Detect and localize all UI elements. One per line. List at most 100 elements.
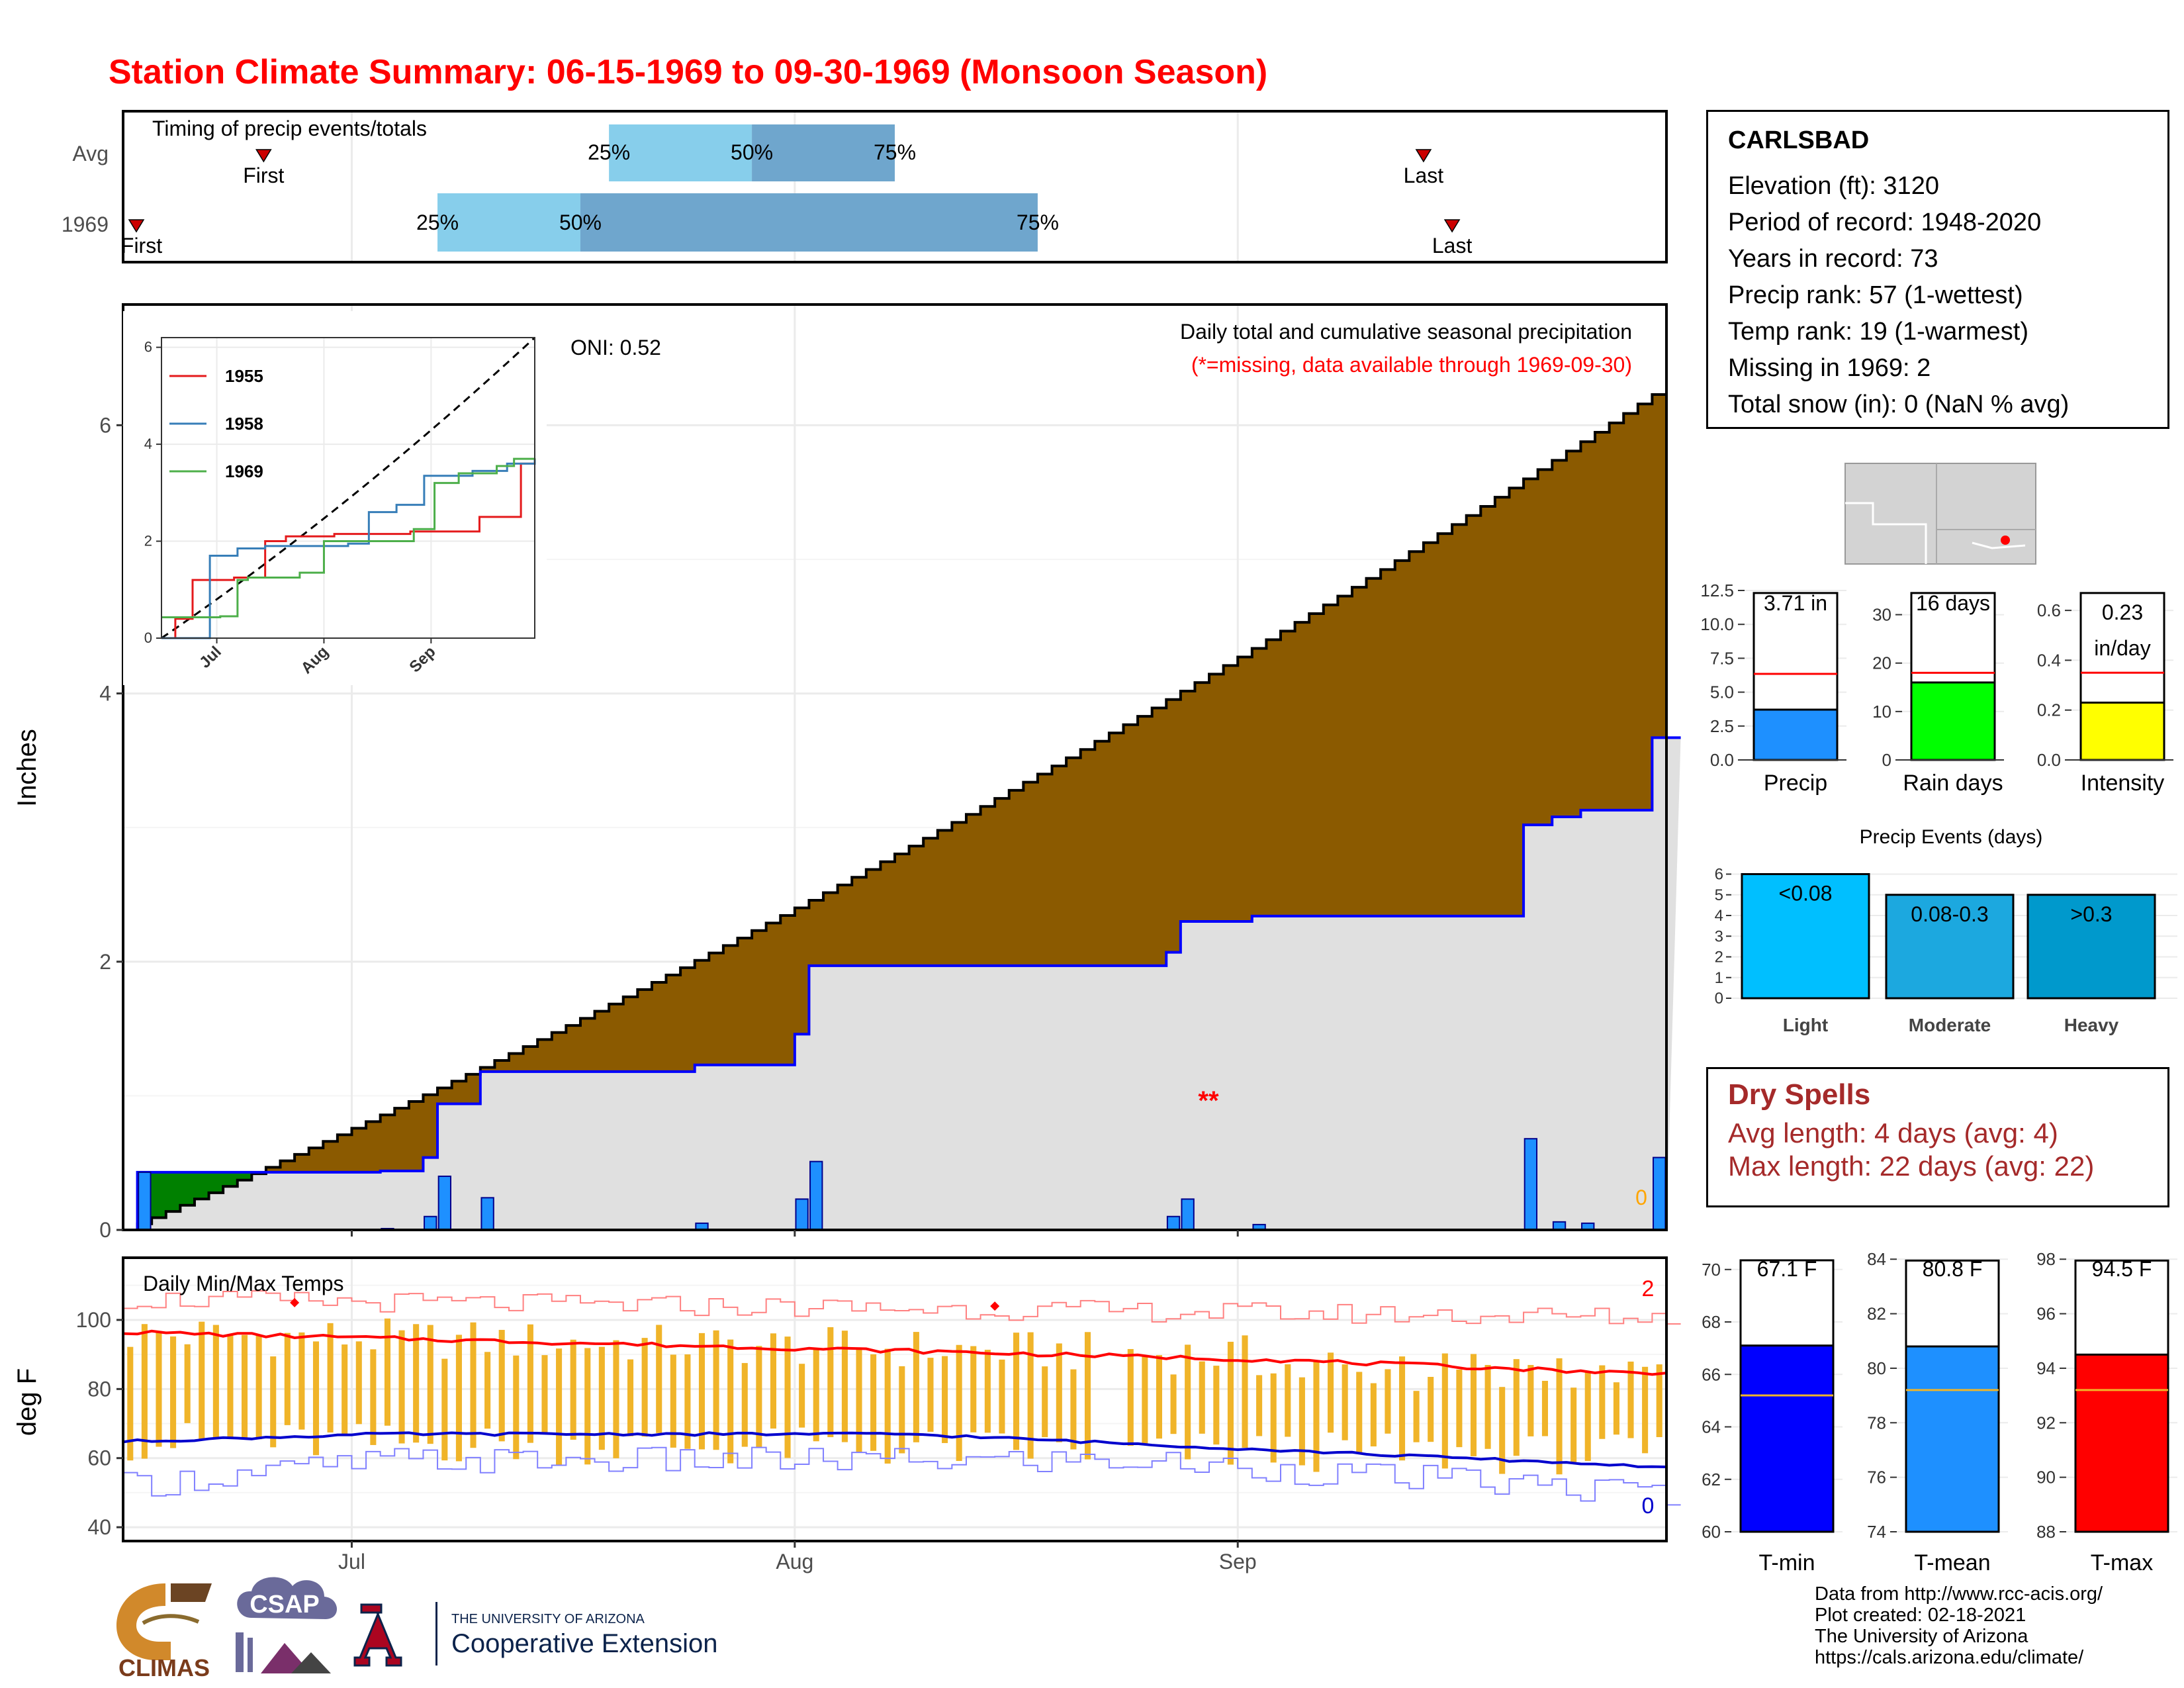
mini-bar-ytick-label: 10.0 (1700, 614, 1734, 634)
mini-bar-ytick-label: 5.0 (1710, 682, 1734, 702)
average-high-line (122, 1329, 1667, 1376)
mini-bar-category-label: Rain days (1903, 771, 2003, 796)
dry-spells-avg: Avg length: 4 days (avg: 4) (1728, 1117, 2058, 1149)
temp-bar-ytick-label: 62 (1702, 1470, 1721, 1489)
daily-temp-range-bar (1070, 1369, 1077, 1450)
daily-temp-range-bar (1056, 1343, 1062, 1442)
timing-q75-label: 75% (1017, 211, 1059, 234)
events-bar-heavy (2026, 894, 2156, 1000)
timing-q50-label: 50% (559, 211, 602, 234)
daily-temp-range-bar (127, 1346, 134, 1461)
oni-label: ONI: 0.52 (570, 336, 661, 359)
daily-precip-bar (795, 1198, 809, 1231)
timing-last-marker (1415, 149, 1432, 163)
inset-line-1955 (161, 459, 536, 639)
record-high-marker (290, 1297, 300, 1307)
average-low-line (122, 1431, 1667, 1468)
precip-ytick-label: 6 (99, 413, 111, 437)
mini-bar-value-unit: in/day (2094, 636, 2150, 660)
temp-bar-ytick-label: 88 (2036, 1522, 2056, 1542)
timing-q25-q50-bar (609, 124, 752, 181)
timing-first-marker (255, 149, 272, 163)
daily-temp-range-bar (1242, 1335, 1248, 1448)
average-cumulative-line (123, 393, 1666, 1231)
station-snow: Total snow (in): 0 (NaN % avg) (1728, 391, 2070, 418)
mini-bar-ytick-label: 0.6 (2037, 600, 2061, 620)
daily-temp-range-bar (984, 1350, 991, 1433)
temp-bar-value (1739, 1344, 1835, 1533)
daily-temp-range-bar (999, 1359, 1005, 1434)
mini-bar-value (1910, 681, 1996, 761)
temp-ytick-label: 80 (87, 1377, 111, 1401)
daily-temp-range-bar (741, 1363, 748, 1447)
daily-temp-range-bar (455, 1335, 462, 1462)
temp-panel: Daily Min/Max Temps deg F 2 0 406080100 … (13, 1256, 1681, 1573)
daily-temp-range-bar (598, 1346, 605, 1450)
daily-temp-range-bar (784, 1336, 791, 1458)
events-category-label: Light (1783, 1015, 1828, 1035)
daily-temp-range-bar (1470, 1354, 1477, 1456)
credit-source: Data from http://www.rcc-acis.org/ (1815, 1583, 2103, 1605)
record-high-line (123, 1290, 1681, 1325)
inset-average-line (161, 336, 536, 639)
timing-last-marker (1443, 219, 1461, 233)
daily-temp-range-bar (641, 1338, 648, 1437)
daily-temp-range-bar (284, 1333, 291, 1425)
daily-temp-range-bar (1456, 1369, 1463, 1448)
daily-temp-range-bar (1356, 1372, 1363, 1453)
events-category-label: Heavy (2064, 1015, 2119, 1035)
daily-temp-range-bar (913, 1332, 919, 1442)
mini-bar-category-label: Precip (1764, 771, 1827, 796)
timing-row-label-1969: 1969 (62, 212, 109, 236)
temp-bar-ytick-label: 64 (1702, 1417, 1721, 1437)
temp-bar-ytick-label: 70 (1702, 1260, 1721, 1280)
daily-temp-range-bar (1013, 1333, 1020, 1450)
daily-precip-bar (1181, 1198, 1195, 1231)
events-bar-label: 0.08-0.3 (1911, 902, 1988, 926)
daily-temp-range-bar (1370, 1383, 1377, 1447)
events-ytick-label: 3 (1715, 927, 1723, 945)
temp-bar-ytick-label: 74 (1867, 1522, 1886, 1542)
daily-temp-range-bar (1313, 1362, 1320, 1472)
inset-line-1969 (161, 457, 536, 619)
mini-bar-ytick-label: 20 (1872, 653, 1891, 673)
daily-temp-range-bar (670, 1354, 676, 1448)
mini-bar-value (2079, 701, 2165, 761)
inset-ytick-label: 2 (144, 533, 152, 549)
inset-line-1958 (161, 459, 536, 639)
daily-temp-range-bar (1399, 1356, 1406, 1461)
inset-ytick-label: 4 (144, 436, 152, 452)
credit-created: Plot created: 02-18-2021 (1815, 1605, 2026, 1626)
temp-ytick-label: 100 (76, 1308, 111, 1332)
record-high-count: 2 (1642, 1276, 1655, 1301)
daily-temp-range-bar (141, 1324, 148, 1459)
mini-bar-ytick-label: 12.5 (1700, 581, 1734, 600)
temp-bar-value-label: 80.8 F (1923, 1257, 1983, 1281)
csap-logo-text: CSAP (250, 1591, 320, 1618)
daily-temp-range-bar (1627, 1361, 1634, 1438)
mini-bar-ytick-label: 30 (1872, 605, 1891, 625)
temp-xtick-label: Aug (776, 1550, 813, 1573)
mini-bar-category-label: Intensity (2081, 771, 2165, 796)
daily-temp-range-bar (1513, 1359, 1520, 1456)
timing-panel: 25% 50% 75% First Last 25% 50% 75% First Last Tim… (62, 110, 1668, 263)
daily-temp-range-bar (1441, 1353, 1448, 1469)
daily-temp-range-bar (727, 1339, 734, 1464)
daily-temp-range-bar (170, 1336, 177, 1448)
dry-spells-max: Max length: 22 days (avg: 22) (1728, 1150, 2095, 1182)
temp-bar-ytick-label: 98 (2036, 1249, 2056, 1269)
daily-temp-range-bar (355, 1341, 362, 1425)
daily-temp-range-bar (498, 1330, 505, 1442)
daily-temp-range-bar (870, 1354, 877, 1451)
events-bar-label: <0.08 (1779, 882, 1833, 906)
daily-temp-range-bar (1285, 1364, 1291, 1437)
daily-precip-bar (480, 1197, 494, 1231)
daily-temp-range-bar (841, 1331, 848, 1442)
credit-university: The University of Arizona (1815, 1626, 2028, 1647)
inset-ytick-label: 6 (144, 339, 152, 355)
temp-ytick-label: 40 (87, 1515, 111, 1539)
daily-temp-range-bar (1642, 1366, 1649, 1454)
ua-logo-line2: Cooperative Extension (451, 1629, 717, 1658)
daily-temp-range-bar (413, 1324, 420, 1443)
events-bar-label: >0.3 (2070, 902, 2112, 926)
